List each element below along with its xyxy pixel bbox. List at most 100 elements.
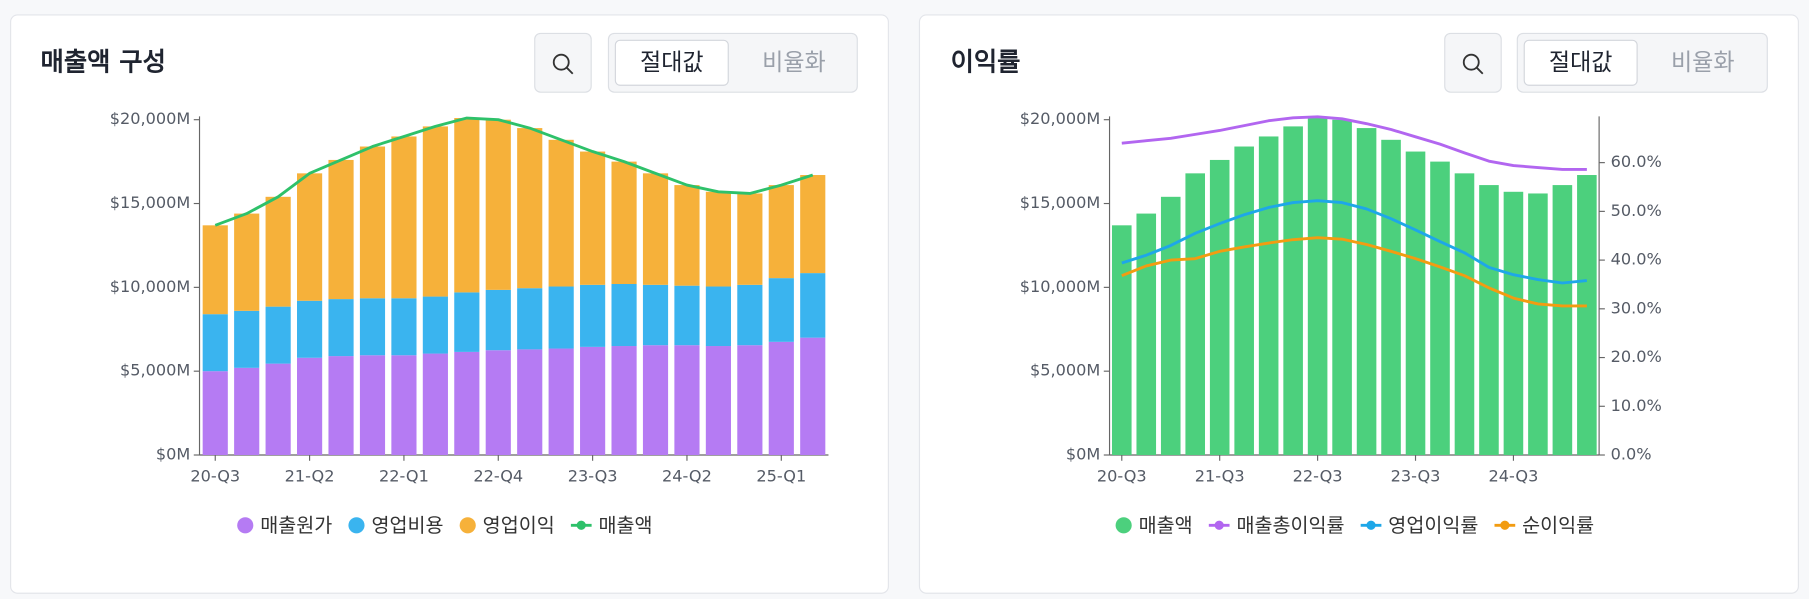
bar	[611, 284, 637, 347]
card	[10, 14, 889, 594]
y-tick-label: $0M	[156, 445, 190, 464]
bar	[454, 351, 480, 456]
legend-marker	[576, 520, 586, 530]
bar	[768, 278, 794, 342]
bar	[454, 292, 480, 352]
y-tick-label: $5,000M	[1030, 361, 1100, 380]
line	[1121, 115, 1587, 171]
bar	[768, 185, 794, 279]
bar	[202, 314, 228, 372]
x-tick-label: 20-Q3	[1097, 466, 1147, 485]
bar	[1185, 173, 1206, 456]
legend-label: 매출총이익률	[1236, 514, 1344, 537]
search-button[interactable]	[534, 32, 592, 93]
legend: 매출원가 영업비용 영업이익 매출액	[237, 514, 653, 537]
bar	[485, 119, 511, 290]
search-icon	[1462, 53, 1480, 71]
legend-marker	[1500, 520, 1510, 530]
toggle-active[interactable]	[1523, 39, 1638, 86]
search-button[interactable]	[1444, 32, 1502, 93]
bar	[611, 346, 637, 456]
legend-marker	[1214, 520, 1224, 530]
bar	[1332, 119, 1352, 456]
bar	[1430, 161, 1450, 456]
bar	[705, 191, 731, 287]
bar	[674, 345, 700, 456]
bar	[485, 350, 511, 456]
bar	[359, 146, 386, 299]
x-tick-label: 23-Q3	[568, 466, 618, 485]
bar	[1258, 136, 1279, 456]
legend-marker	[459, 517, 476, 534]
toggle-label[interactable]: 절대값	[1549, 50, 1613, 76]
toggle-label[interactable]: 비율화	[1671, 50, 1735, 76]
y-tick-label: $5,000M	[120, 361, 190, 380]
toggle-active[interactable]	[614, 39, 729, 86]
bar	[202, 225, 228, 315]
bar	[517, 128, 543, 289]
x-tick-label: 23-Q3	[1391, 466, 1441, 485]
bar	[234, 310, 260, 368]
y-tick-label: $15,000M	[1020, 193, 1101, 212]
y-tick-label: $10,000M	[110, 277, 191, 296]
toggle-label[interactable]: 비율화	[762, 50, 826, 76]
bar	[580, 151, 606, 285]
bar	[1528, 193, 1548, 456]
bar	[705, 286, 731, 347]
bar	[1136, 213, 1157, 456]
y-tick-label: $20,000M	[110, 109, 191, 128]
bar	[1381, 139, 1401, 456]
bar	[800, 337, 826, 456]
bar	[1234, 146, 1254, 456]
bar	[1454, 173, 1475, 456]
bar	[422, 126, 448, 297]
toggle-label[interactable]: 절대값	[640, 50, 704, 76]
bar	[485, 289, 511, 351]
line	[1121, 236, 1587, 308]
y2-tick-label: 60.0%	[1611, 152, 1662, 171]
bar	[1111, 225, 1132, 456]
bar	[674, 185, 700, 286]
bar	[737, 345, 763, 456]
y-tick-label: $10,000M	[1020, 277, 1101, 296]
bar	[328, 356, 354, 456]
bar	[359, 298, 386, 356]
x-tick-label: 22-Q4	[473, 466, 523, 485]
bar	[674, 285, 700, 346]
x-tick-label: 24-Q2	[662, 466, 712, 485]
bar	[548, 286, 574, 349]
legend-label: 영업이익률	[1388, 514, 1478, 537]
x-tick-label: 20-Q3	[190, 466, 240, 485]
y2-tick-label: 10.0%	[1611, 396, 1662, 415]
bar	[1405, 151, 1426, 456]
y2-tick-label: 20.0%	[1611, 347, 1662, 366]
y-tick-label: $15,000M	[110, 193, 191, 212]
x-tick-label: 22-Q3	[1293, 466, 1343, 485]
bar	[359, 355, 386, 456]
bar	[391, 298, 417, 356]
legend-marker	[348, 517, 365, 534]
bar	[517, 349, 543, 456]
bar	[328, 299, 354, 357]
legend-label: 영업이익	[483, 514, 555, 537]
bar	[1479, 185, 1499, 456]
panel-title: 매출액 구성	[41, 46, 166, 76]
bar	[800, 175, 826, 274]
y2-tick-label: 0.0%	[1611, 445, 1652, 464]
x-tick-label: 24-Q3	[1489, 466, 1539, 485]
legend-marker	[237, 517, 254, 534]
bar	[297, 300, 323, 358]
bar	[234, 213, 260, 311]
search-icon	[566, 67, 574, 75]
bar	[265, 306, 291, 364]
search-icon	[1476, 67, 1484, 75]
bar	[768, 341, 794, 456]
legend-label: 매출원가	[260, 514, 332, 537]
x-tick-label: 21-Q2	[285, 466, 335, 485]
panel: 매출액 구성 절대값 비율화	[10, 14, 889, 594]
bar	[1307, 118, 1328, 456]
y2-tick-label: 30.0%	[1611, 298, 1662, 317]
bar	[391, 355, 417, 456]
legend-label: 영업비용	[371, 514, 443, 537]
legend: 매출액 매출총이익률 영업이익률 순이익률	[1115, 514, 1594, 537]
